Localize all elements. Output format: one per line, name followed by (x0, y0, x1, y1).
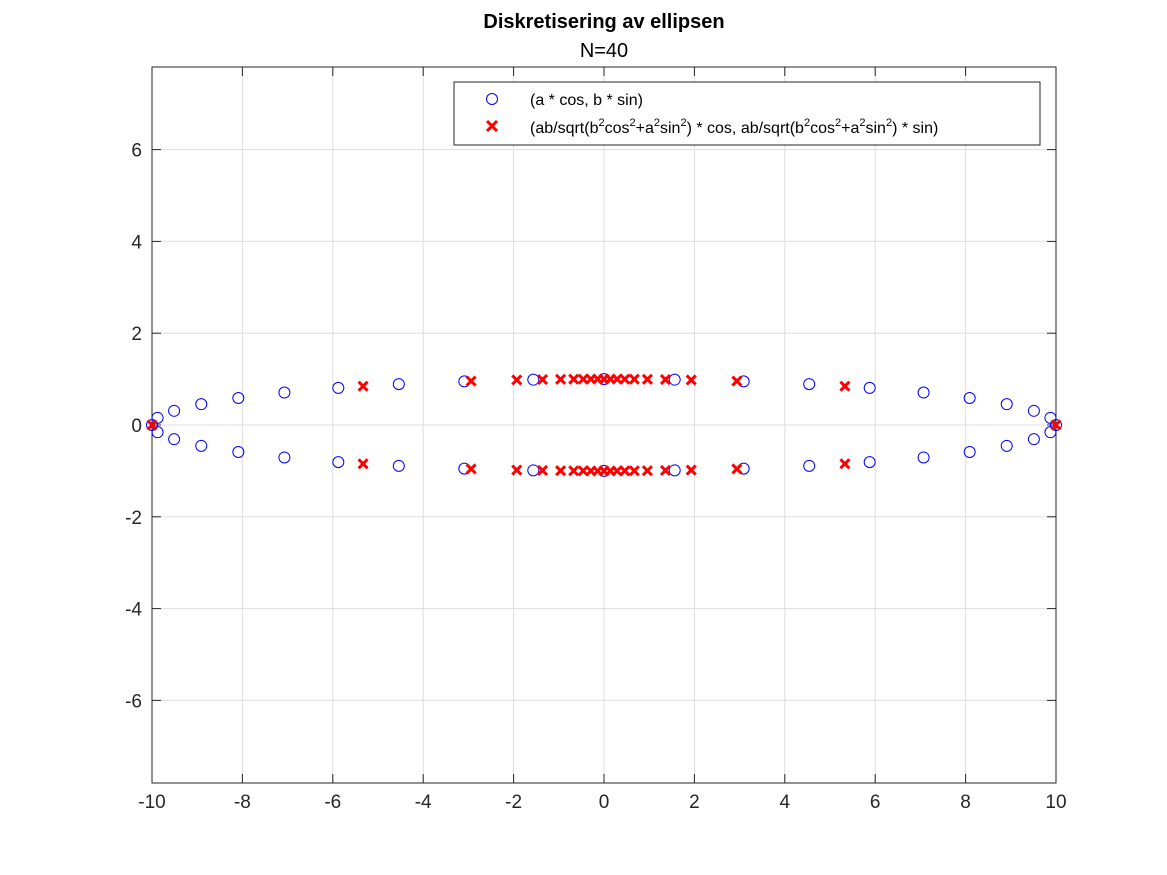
legend-entry-crosses: (ab/sqrt(b2cos2+a2sin2) * cos, ab/sqrt(b… (530, 117, 938, 137)
cross-point (659, 464, 672, 477)
series-circles (146, 373, 1062, 477)
circle-point (392, 459, 405, 472)
cross-point (465, 375, 477, 387)
circle-point (278, 451, 291, 464)
circle-point (863, 381, 876, 394)
cross-point (536, 373, 549, 386)
cross-point (555, 373, 567, 385)
circle-point (232, 392, 245, 405)
cross-point (685, 464, 697, 476)
cross-point (511, 374, 523, 386)
cross-point (731, 375, 743, 387)
cross-point (628, 373, 640, 385)
x-tick-label: -4 (415, 792, 432, 813)
cross-point (357, 458, 369, 470)
circle-point (278, 386, 291, 399)
cross-point (1050, 419, 1062, 431)
cross-point (641, 465, 653, 477)
y-tick-label: 6 (131, 141, 142, 162)
cross-point (659, 373, 672, 386)
circle-point (392, 378, 405, 391)
x-tick-label: 10 (1045, 792, 1066, 813)
cross-point (685, 374, 697, 386)
circle-point (332, 456, 345, 469)
circle-point (527, 373, 540, 386)
x-tick-label: -2 (505, 792, 522, 813)
cross-point (731, 463, 743, 475)
x-tick-label: 6 (870, 792, 881, 813)
legend-cross-marker (485, 119, 499, 133)
circle-point (917, 386, 930, 399)
circle-point (151, 426, 164, 439)
x-tick-label: 8 (960, 792, 971, 813)
circle-point (1000, 398, 1013, 411)
y-tick-label: 0 (131, 416, 142, 437)
cross-point (619, 465, 631, 477)
cross-point (839, 458, 851, 470)
cross-point (465, 463, 477, 475)
cross-point (357, 380, 369, 392)
circle-point (863, 456, 876, 469)
cross-point (146, 419, 158, 431)
cross-point (555, 465, 567, 477)
circle-point (1044, 411, 1057, 424)
cross-point (568, 373, 580, 385)
circle-point (803, 378, 816, 391)
circle-point (1027, 404, 1040, 417)
cross-point (641, 373, 653, 385)
circle-point (668, 464, 681, 477)
circle-point (803, 459, 816, 472)
grid-lines (151, 67, 1057, 783)
circle-point (168, 433, 181, 446)
chart-subtitle: N=40 (580, 40, 628, 62)
chart-title: Diskretisering av ellipsen (483, 11, 724, 33)
legend-circle-marker (486, 93, 498, 105)
x-tick-label: 4 (780, 792, 791, 813)
cross-point (511, 464, 523, 476)
circle-point (332, 381, 345, 394)
cross-point (577, 373, 589, 385)
circle-point (668, 373, 681, 386)
y-tick-label: -4 (125, 600, 142, 621)
circle-point (1000, 439, 1013, 452)
circle-point (195, 439, 208, 452)
circle-point (963, 445, 976, 458)
x-tick-label: -6 (324, 792, 341, 813)
y-tick-label: -6 (125, 691, 142, 712)
circle-point (168, 404, 181, 417)
legend-box (453, 81, 1041, 146)
circle-point (1044, 426, 1057, 439)
cross-point (839, 380, 851, 392)
x-tick-label: -8 (234, 792, 251, 813)
circle-point (232, 445, 245, 458)
y-tick-label: 2 (131, 324, 142, 345)
circle-point (1027, 433, 1040, 446)
x-tick-label: -10 (138, 792, 165, 813)
legend-entry-circles: (a * cos, b * sin) (530, 92, 643, 109)
y-tick-label: -2 (125, 508, 142, 529)
y-tick-label: 4 (131, 232, 142, 253)
cross-point (536, 464, 549, 477)
circle-point (527, 464, 540, 477)
cross-point (628, 465, 640, 477)
legend: (a * cos, b * sin) (ab/sqrt(b2cos2+a2sin… (453, 81, 1041, 146)
ticks: -10 -8 -6 -4 -2 0 2 4 6 8 10 -6 -4 -2 0 2 4 6 (125, 67, 1067, 813)
cross-point (568, 465, 580, 477)
circle-point (917, 451, 930, 464)
circle-point (195, 398, 208, 411)
x-tick-label: 2 (689, 792, 700, 813)
series-crosses (146, 373, 1062, 477)
x-tick-label: 0 (599, 792, 610, 813)
circle-point (963, 392, 976, 405)
